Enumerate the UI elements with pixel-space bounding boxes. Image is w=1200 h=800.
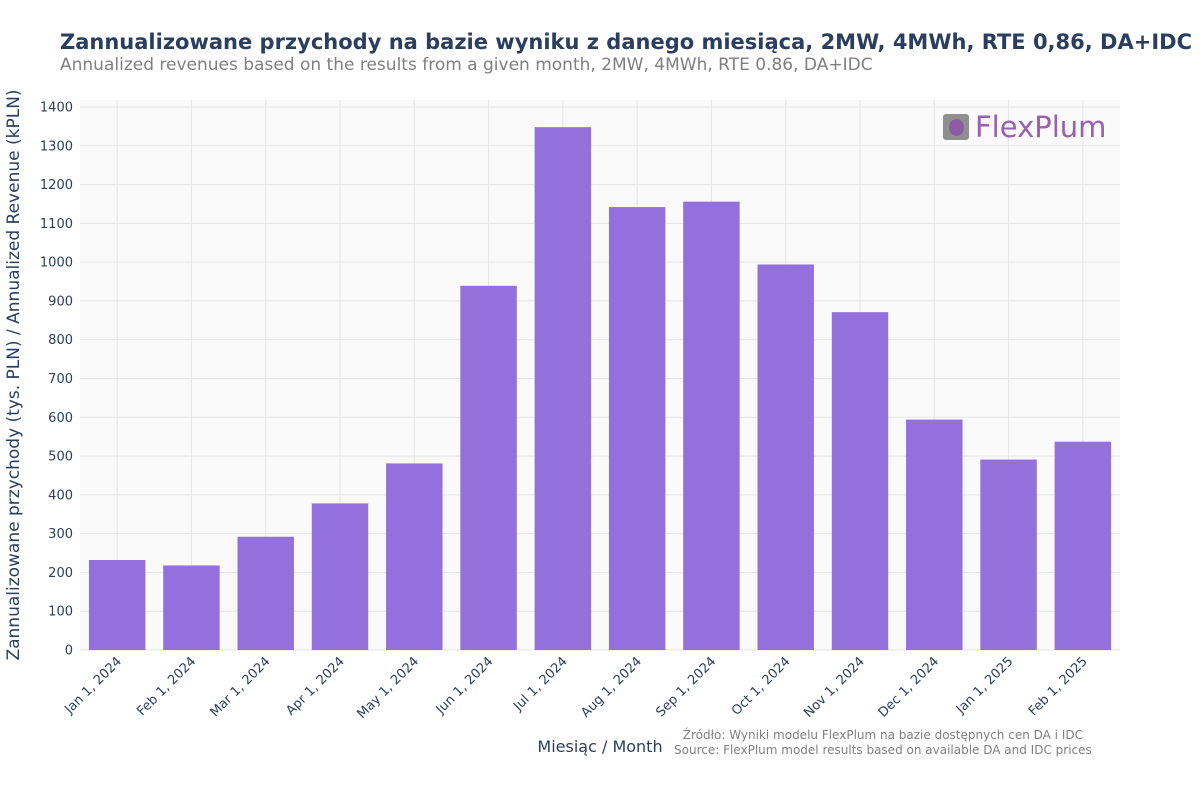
y-tick-label: 0 [65,644,73,659]
bar-apr-1-2024 [311,503,369,650]
x-tick-label: Nov 1, 2024 [801,654,868,721]
y-tick-label: 100 [48,605,73,620]
bar-oct-1-2024 [757,264,814,650]
x-tick-label: Jan 1, 2025 [953,654,1016,717]
y-tick-label: 700 [48,372,73,387]
x-tick-label: Apr 1, 2024 [283,654,348,719]
bar-may-1-2024 [386,463,443,650]
flexplum-logo: FlexPlum [943,110,1106,144]
y-tick-label: 1300 [40,139,73,154]
y-axis-title: Zannualizowane przychody (tys. PLN) / An… [4,89,24,660]
x-tick-label: Jun 1, 2024 [433,654,497,718]
x-tick-label: Jul 1, 2024 [510,654,570,714]
x-tick-label: Oct 1, 2024 [729,654,794,719]
y-tick-label: 800 [48,333,73,348]
bar-feb-1-2025 [1054,441,1112,650]
plot-background [80,100,1120,650]
x-axis-title: Miesiąc / Month [537,737,662,756]
x-tick-label: Jan 1, 2024 [61,654,124,717]
y-tick-label: 1000 [40,256,73,271]
bar-feb-1-2024 [163,565,220,650]
x-tick-label: May 1, 2024 [354,654,422,722]
x-tick-label: Mar 1, 2024 [208,654,274,720]
bar-mar-1-2024 [237,536,294,650]
x-tick-label: Dec 1, 2024 [876,654,942,720]
bar-nov-1-2024 [831,312,889,650]
y-tick-label: 900 [48,294,73,309]
y-axis-ticks: 0 100 200 300 400 500 600 700 800 900 1000 1100 1200… [40,101,73,659]
source-line-en: Source: FlexPlum model results based on … [674,743,1092,757]
logo-text: FlexPlum [975,110,1107,144]
y-tick-label: 1400 [40,101,73,116]
x-tick-label: Aug 1, 2024 [578,654,645,721]
source-note: Źródło: Wyniki modelu FlexPlum na bazie … [674,728,1092,758]
x-tick-label: Sep 1, 2024 [653,654,719,720]
y-tick-label: 1100 [40,217,73,232]
plum-icon [943,114,969,140]
chart-title: Zannualizowane przychody na bazie wyniku… [60,30,1192,54]
bar-jan-1-2025 [980,459,1037,650]
bars [88,127,1112,650]
chart-subtitle: Annualized revenues based on the results… [60,55,873,75]
x-tick-label: Feb 1, 2025 [1026,654,1091,719]
bar-jan-1-2024 [88,560,146,650]
y-tick-label: 500 [48,450,73,465]
bar-jun-1-2024 [460,285,517,650]
bar-sep-1-2024 [683,201,740,650]
y-tick-label: 1200 [40,178,73,193]
source-line-pl: Źródło: Wyniki modelu FlexPlum na bazie … [682,728,1083,742]
bar-dec-1-2024 [906,419,963,650]
x-tick-label: Feb 1, 2024 [134,654,199,719]
y-tick-label: 200 [48,566,73,581]
y-tick-label: 600 [48,411,73,426]
y-tick-label: 300 [48,527,73,542]
x-axis-ticks: Jan 1, 2024 Feb 1, 2024 Mar 1, 2024 Apr 1, … [61,654,1090,722]
y-tick-label: 400 [48,488,73,503]
bar-jul-1-2024 [534,127,592,650]
bar-aug-1-2024 [608,207,666,650]
